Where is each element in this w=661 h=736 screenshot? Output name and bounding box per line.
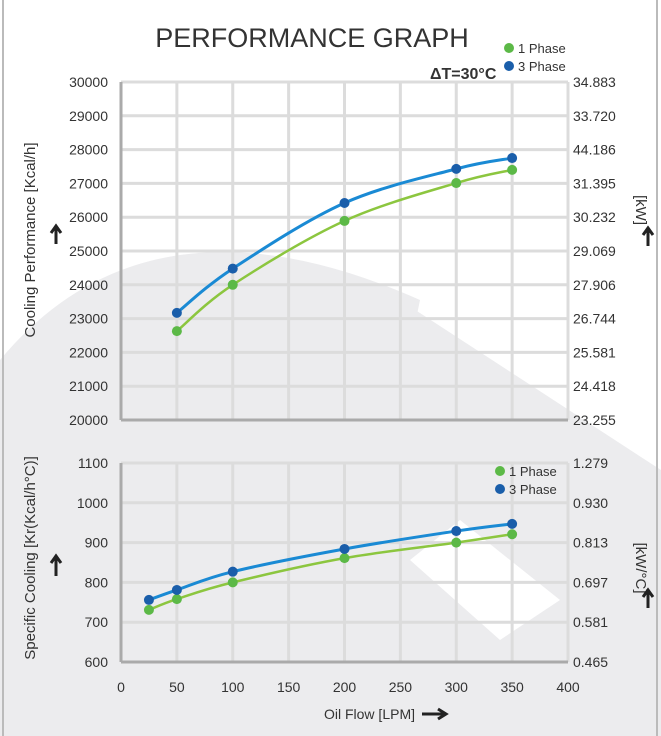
y-tick-label-right: 26.744 <box>573 311 616 327</box>
legend-label: 1 Phase <box>518 41 566 56</box>
arrow-up-icon <box>49 553 63 576</box>
y-tick-label: 28000 <box>69 142 108 158</box>
x-tick-label: 150 <box>277 679 301 695</box>
arrow-right-icon <box>422 707 449 721</box>
data-point-3-phase <box>507 518 518 529</box>
x-tick-label: 100 <box>221 679 245 695</box>
y-tick-label-right: 34.883 <box>573 74 616 90</box>
data-point-1-phase <box>339 215 350 226</box>
data-point-1-phase <box>227 577 238 588</box>
data-point-3-phase <box>451 163 462 174</box>
arrow-up-icon <box>641 587 655 608</box>
x-tick-label: 0 <box>117 679 125 695</box>
x-tick-label: 400 <box>556 679 580 695</box>
y-axis-label-top: Cooling Performance [Kcal/h] <box>22 142 39 337</box>
data-point-3-phase <box>339 543 350 554</box>
x-axis-label: Oil Flow [LPM] <box>324 706 415 722</box>
y-tick-label-right: 0.813 <box>573 535 608 551</box>
y-tick-label-right: 44.186 <box>573 142 616 158</box>
data-point-3-phase <box>143 594 154 605</box>
data-point-3-phase <box>227 263 238 274</box>
delta-t-label: ΔT=30°C <box>430 66 497 83</box>
data-point-1-phase <box>143 604 154 615</box>
arrow-up-icon <box>49 223 63 244</box>
legend-label: 1 Phase <box>509 464 557 479</box>
legend-marker <box>495 466 505 476</box>
y-tick-label-right: 24.418 <box>573 378 616 394</box>
y-tick-label: 1100 <box>78 455 108 471</box>
y-tick-label: 21000 <box>69 378 108 394</box>
data-point-1-phase <box>171 326 182 337</box>
legend-label: 3 Phase <box>509 482 557 497</box>
y-tick-label-right: 0.930 <box>573 495 608 511</box>
y-tick-label: 29000 <box>69 108 108 124</box>
y-tick-label-right: 0.581 <box>573 614 608 630</box>
y-tick-label-right: 30.232 <box>573 209 616 225</box>
x-tick-label: 300 <box>445 679 469 695</box>
y-tick-label-right: 0.697 <box>573 574 608 590</box>
y-tick-label: 24000 <box>69 277 108 293</box>
y-tick-label: 30000 <box>69 74 108 90</box>
data-point-3-phase <box>507 153 518 164</box>
y-axis-label-right-top: [kW] <box>632 195 649 225</box>
x-tick-label: 200 <box>333 679 357 695</box>
x-tick-label: 250 <box>389 679 413 695</box>
data-point-1-phase <box>451 537 462 548</box>
y-tick-label-right: 27.906 <box>573 277 616 293</box>
y-tick-label: 900 <box>85 535 109 551</box>
y-tick-label: 800 <box>85 574 109 590</box>
legend-label: 3 Phase <box>518 59 566 74</box>
data-point-1-phase <box>507 164 518 175</box>
watermark-shape <box>410 520 560 640</box>
y-tick-label: 1000 <box>77 495 108 511</box>
data-point-3-phase <box>451 526 462 537</box>
y-tick-label-right: 23.255 <box>573 412 616 428</box>
data-point-1-phase <box>451 178 462 189</box>
chart-title: PERFORMANCE GRAPH <box>155 23 469 53</box>
y-tick-label-right: 31.395 <box>573 175 616 191</box>
data-point-3-phase <box>171 307 182 318</box>
y-tick-label: 700 <box>85 614 109 630</box>
y-tick-label: 25000 <box>69 243 108 259</box>
arrow-up-icon <box>641 225 655 246</box>
y-tick-label: 27000 <box>69 175 108 191</box>
data-point-1-phase <box>339 553 350 564</box>
y-tick-label: 600 <box>85 654 109 670</box>
y-tick-label-right: 29.069 <box>573 243 616 259</box>
y-tick-label: 23000 <box>69 311 108 327</box>
data-point-1-phase <box>171 594 182 605</box>
y-axis-label-bottom: Specific Cooling [Kr(Kcal/h°C)] <box>22 456 39 660</box>
legend-marker <box>504 61 514 71</box>
data-point-1-phase <box>507 529 518 540</box>
data-point-3-phase <box>227 566 238 577</box>
x-tick-label: 350 <box>500 679 524 695</box>
y-axis-label-right-bottom: [kW/°C] <box>632 543 649 594</box>
watermark-shape <box>150 300 661 736</box>
arrow-icons <box>49 223 655 721</box>
y-tick-label: 22000 <box>69 344 108 360</box>
y-tick-label-right: 1.279 <box>573 455 608 471</box>
data-point-3-phase <box>339 198 350 209</box>
data-point-3-phase <box>171 584 182 595</box>
x-tick-label: 50 <box>169 679 185 695</box>
legend-marker <box>495 484 505 494</box>
y-tick-label-right: 0.465 <box>573 654 608 670</box>
y-tick-label-right: 25.581 <box>573 344 616 360</box>
y-tick-label: 26000 <box>69 209 108 225</box>
watermark <box>0 252 661 736</box>
y-tick-label-right: 33.720 <box>573 108 616 124</box>
data-point-1-phase <box>227 279 238 290</box>
y-tick-label: 20000 <box>69 412 108 428</box>
legend-marker <box>504 43 514 53</box>
